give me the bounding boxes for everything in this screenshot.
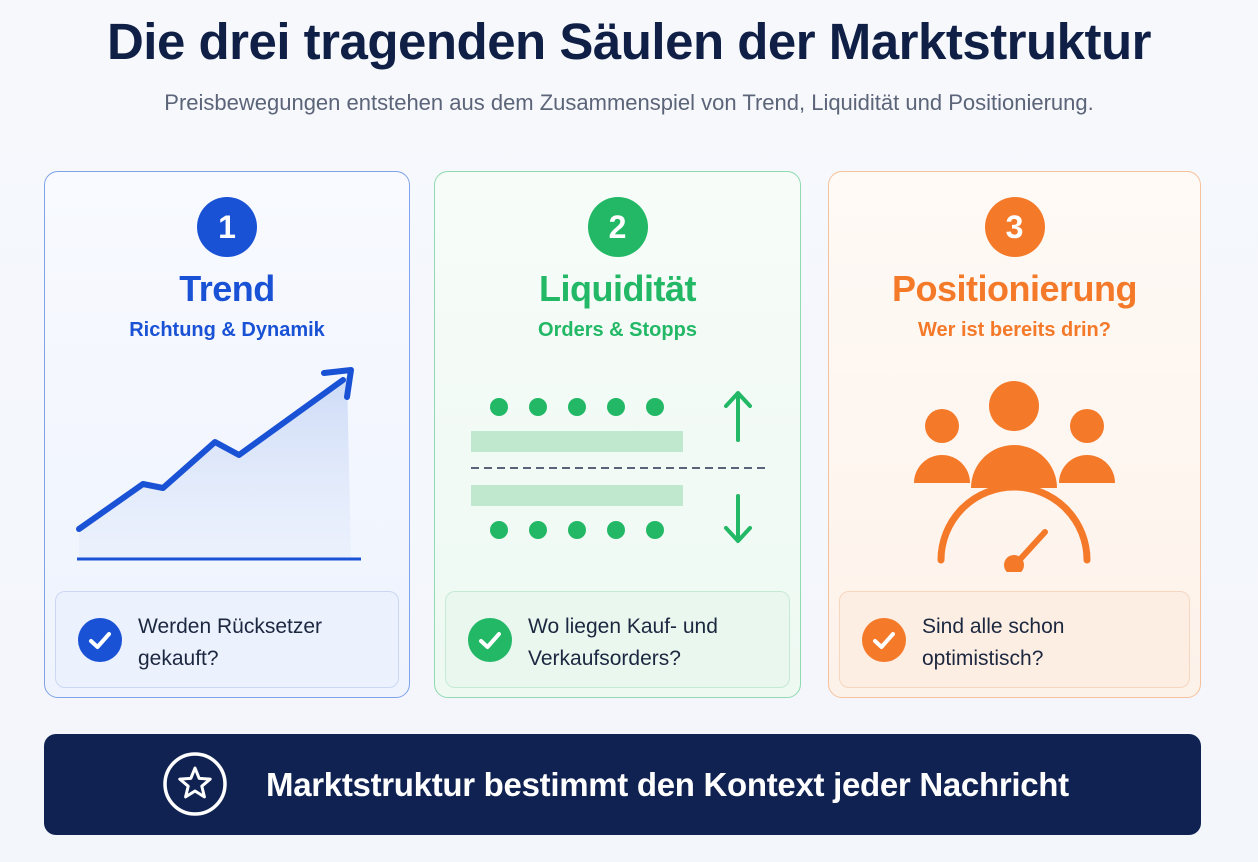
order-levels-icon: [471, 391, 767, 543]
pillar-title: Trend: [179, 268, 275, 309]
trend-chart-icon: [76, 367, 361, 561]
page-title: Die drei tragenden Säulen der Marktstruk…: [106, 13, 1152, 70]
banner-text: Marktstruktur bestimmt den Kontext jeder…: [266, 766, 1069, 803]
check-icon: [78, 618, 122, 662]
pillar-question: Werden Rücksetzer gekauft?: [138, 615, 323, 670]
pillar-card-trend: 1 Trend Richtung & Dynamik Werden Rückse…: [44, 171, 410, 698]
pillar-number: 3: [984, 197, 1045, 257]
check-icon: [468, 618, 512, 662]
pillar-number: 1: [197, 197, 257, 257]
star-icon: [163, 752, 227, 816]
pillar-subtitle: Wer ist bereits drin?: [917, 319, 1111, 341]
people-gauge-icon: [914, 381, 1115, 572]
pillar-subtitle: Orders & Stopps: [538, 319, 697, 341]
pillar-title: Liquidität: [539, 268, 696, 309]
pillar-subtitle: Richtung & Dynamik: [129, 319, 325, 341]
pillar-card-positioning: 3 Positionierung Wer ist bereits drin? S…: [828, 171, 1201, 698]
pillar-question: Wo liegen Kauf- und Verkaufsorders?: [528, 615, 718, 670]
pillar-question-box: Werden Rücksetzer gekauft?: [55, 591, 399, 688]
pillar-number: 2: [587, 197, 648, 257]
pillar-card-liquidity: 2 Liquidität Orders & Stopps Wo liegen K…: [434, 171, 801, 698]
pillar-question-box: Sind alle schon optimistisch?: [839, 591, 1190, 688]
pillar-question-box: Wo liegen Kauf- und Verkaufsorders?: [445, 591, 790, 688]
pillar-title: Positionierung: [892, 268, 1138, 309]
page-subtitle: Preisbewegungen entstehen aus dem Zusamm…: [164, 90, 1094, 115]
summary-banner: Marktstruktur bestimmt den Kontext jeder…: [44, 734, 1201, 835]
check-icon: [862, 618, 906, 662]
pillar-question: Sind alle schon optimistisch?: [922, 615, 1065, 670]
